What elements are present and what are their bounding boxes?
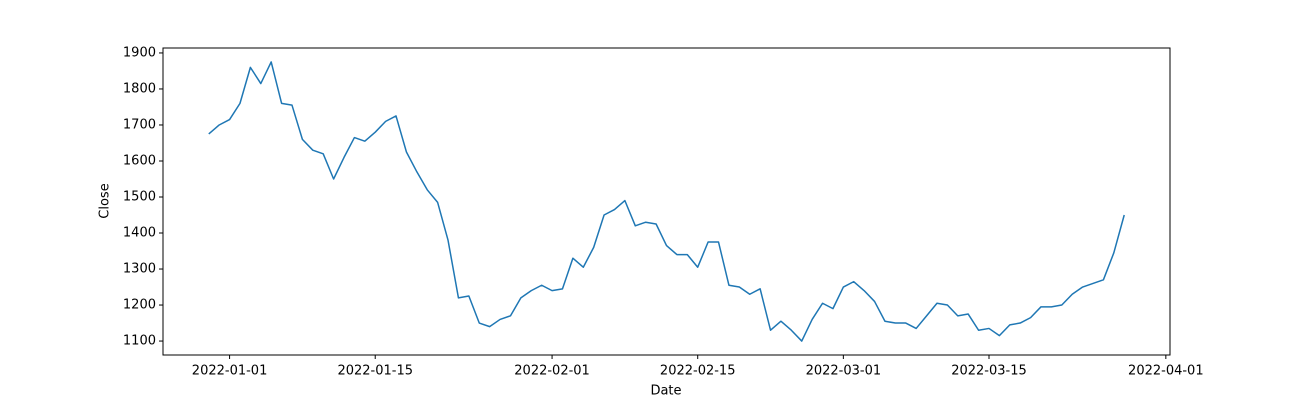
x-tick-label: 2022-03-01 [806,364,882,379]
y-tick-label: 1600 [123,153,156,168]
y-tick-label: 1200 [123,298,156,313]
y-tick-label: 1100 [123,334,156,349]
plot-area [162,47,1171,356]
y-axis-label: Close [98,183,113,218]
x-tick-label: 2022-02-01 [514,364,590,379]
x-tick-label: 2022-01-01 [192,364,268,379]
x-tick-label: 2022-01-15 [337,364,413,379]
y-tick-label: 1500 [123,189,156,204]
x-tick-label: 2022-02-15 [660,364,736,379]
y-tick-label: 1300 [123,262,156,277]
y-tick-label: 1400 [123,226,156,241]
x-tick-label: 2022-04-01 [1128,364,1204,379]
y-tick-label: 1700 [123,117,156,132]
data-line [208,61,1125,342]
x-tick-label: 2022-03-15 [951,364,1027,379]
x-axis-label: Date [650,384,681,399]
y-tick-label: 1800 [123,81,156,96]
y-tick-label: 1900 [123,45,156,60]
